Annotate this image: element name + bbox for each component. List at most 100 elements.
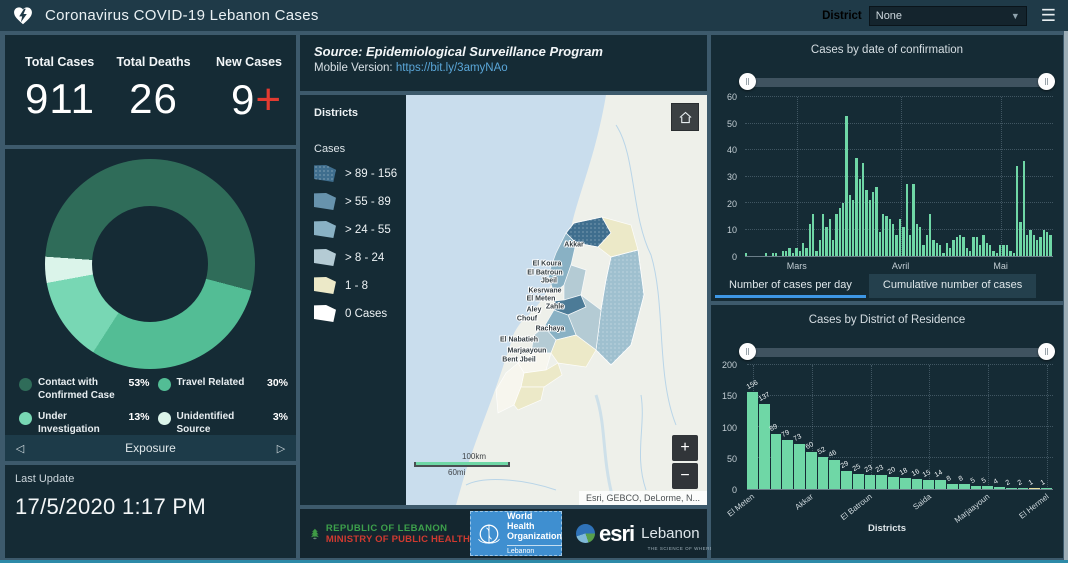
bar[interactable] <box>864 474 876 489</box>
bar[interactable] <box>845 115 848 256</box>
bar[interactable] <box>876 474 888 489</box>
menu-button[interactable]: ☰ <box>1040 6 1056 25</box>
bar[interactable] <box>932 240 935 256</box>
zoom-in-button[interactable]: + <box>672 435 698 461</box>
bar[interactable] <box>1041 488 1052 489</box>
bar[interactable] <box>928 213 932 256</box>
bar[interactable] <box>922 245 925 256</box>
bar[interactable] <box>1017 487 1029 489</box>
bar[interactable] <box>995 253 999 256</box>
bar[interactable] <box>1045 232 1049 256</box>
slider-handle-right[interactable] <box>1038 73 1055 90</box>
bar[interactable] <box>828 218 831 256</box>
bar[interactable] <box>788 248 791 256</box>
bar[interactable] <box>801 242 805 256</box>
bar[interactable] <box>815 250 818 256</box>
bar[interactable] <box>805 451 817 489</box>
bar[interactable] <box>835 213 838 256</box>
bar[interactable] <box>902 226 905 256</box>
bar[interactable] <box>1025 234 1029 256</box>
tab-cumulative-cases[interactable]: Cumulative number of cases <box>868 274 1037 298</box>
bar[interactable] <box>818 240 821 256</box>
bar[interactable] <box>775 253 778 256</box>
bar[interactable] <box>865 189 868 256</box>
bar[interactable] <box>923 479 935 489</box>
bar[interactable] <box>1009 250 1012 256</box>
map-home-button[interactable] <box>671 103 699 131</box>
bar[interactable] <box>958 484 970 489</box>
bar[interactable] <box>999 245 1002 256</box>
carousel-next-button[interactable]: ▷ <box>276 442 286 455</box>
bar[interactable] <box>838 208 841 256</box>
bar[interactable] <box>817 456 829 489</box>
bar[interactable] <box>745 253 748 256</box>
bar[interactable] <box>979 245 982 256</box>
bar[interactable] <box>935 480 947 489</box>
bar[interactable] <box>945 242 948 256</box>
bar[interactable] <box>942 253 945 256</box>
bar[interactable] <box>1035 240 1039 256</box>
bar[interactable] <box>962 237 965 256</box>
bar[interactable] <box>1022 160 1025 256</box>
bar[interactable] <box>1029 229 1032 256</box>
bar[interactable] <box>899 477 911 489</box>
bar[interactable] <box>989 245 992 256</box>
bar[interactable] <box>1042 229 1045 256</box>
bar[interactable] <box>805 248 808 256</box>
bar[interactable] <box>794 443 805 489</box>
bar[interactable] <box>955 237 958 256</box>
bar[interactable] <box>829 460 841 489</box>
map-canvas[interactable]: Akkar El Koura El Batroun Jbeil Kesrwane El M… <box>406 95 707 505</box>
bar[interactable] <box>821 213 825 256</box>
bar[interactable] <box>878 232 882 256</box>
bar[interactable] <box>908 234 912 256</box>
bar[interactable] <box>858 179 862 256</box>
bar[interactable] <box>875 187 878 256</box>
slider-handle-left[interactable] <box>739 343 756 360</box>
bar[interactable] <box>959 234 962 256</box>
bar[interactable] <box>1049 234 1052 256</box>
bar[interactable] <box>888 218 892 256</box>
bar[interactable] <box>795 248 798 256</box>
bar[interactable] <box>898 218 902 256</box>
bar[interactable] <box>785 250 788 256</box>
bar[interactable] <box>1012 253 1015 256</box>
bar[interactable] <box>947 484 958 489</box>
bar[interactable] <box>831 240 835 256</box>
mobile-version-link[interactable]: https://bit.ly/3amyNAo <box>395 62 508 74</box>
slider-handle-left[interactable] <box>739 73 756 90</box>
bar[interactable] <box>771 253 775 256</box>
bar[interactable] <box>852 473 864 489</box>
bar[interactable] <box>841 203 845 256</box>
bar[interactable] <box>825 226 828 256</box>
bar[interactable] <box>935 242 938 256</box>
bar[interactable] <box>905 184 908 256</box>
carousel-prev-button[interactable]: ◁ <box>15 442 25 455</box>
exposure-donut-chart[interactable] <box>45 159 255 369</box>
bar[interactable] <box>1002 245 1005 256</box>
bar[interactable] <box>895 234 898 256</box>
bar[interactable] <box>1019 221 1022 256</box>
bar[interactable] <box>965 248 969 256</box>
zoom-out-button[interactable]: − <box>672 463 698 489</box>
bar[interactable] <box>982 485 994 489</box>
bar[interactable] <box>970 485 982 489</box>
bar[interactable] <box>882 213 885 256</box>
bar[interactable] <box>912 184 915 256</box>
slider-track[interactable] <box>745 348 1049 357</box>
bar[interactable] <box>1005 245 1009 256</box>
bar[interactable] <box>982 234 985 256</box>
bar[interactable] <box>972 237 975 256</box>
bar[interactable] <box>948 248 952 256</box>
bar[interactable] <box>992 250 995 256</box>
bar[interactable] <box>808 224 811 256</box>
bar[interactable] <box>848 195 851 256</box>
bar[interactable] <box>969 250 972 256</box>
bar[interactable] <box>770 433 782 489</box>
bar[interactable] <box>911 479 923 489</box>
bar[interactable] <box>925 234 928 256</box>
bar[interactable] <box>1015 165 1019 256</box>
slider-handle-right[interactable] <box>1038 343 1055 360</box>
bar[interactable] <box>791 253 795 256</box>
slider-track[interactable] <box>745 78 1049 87</box>
